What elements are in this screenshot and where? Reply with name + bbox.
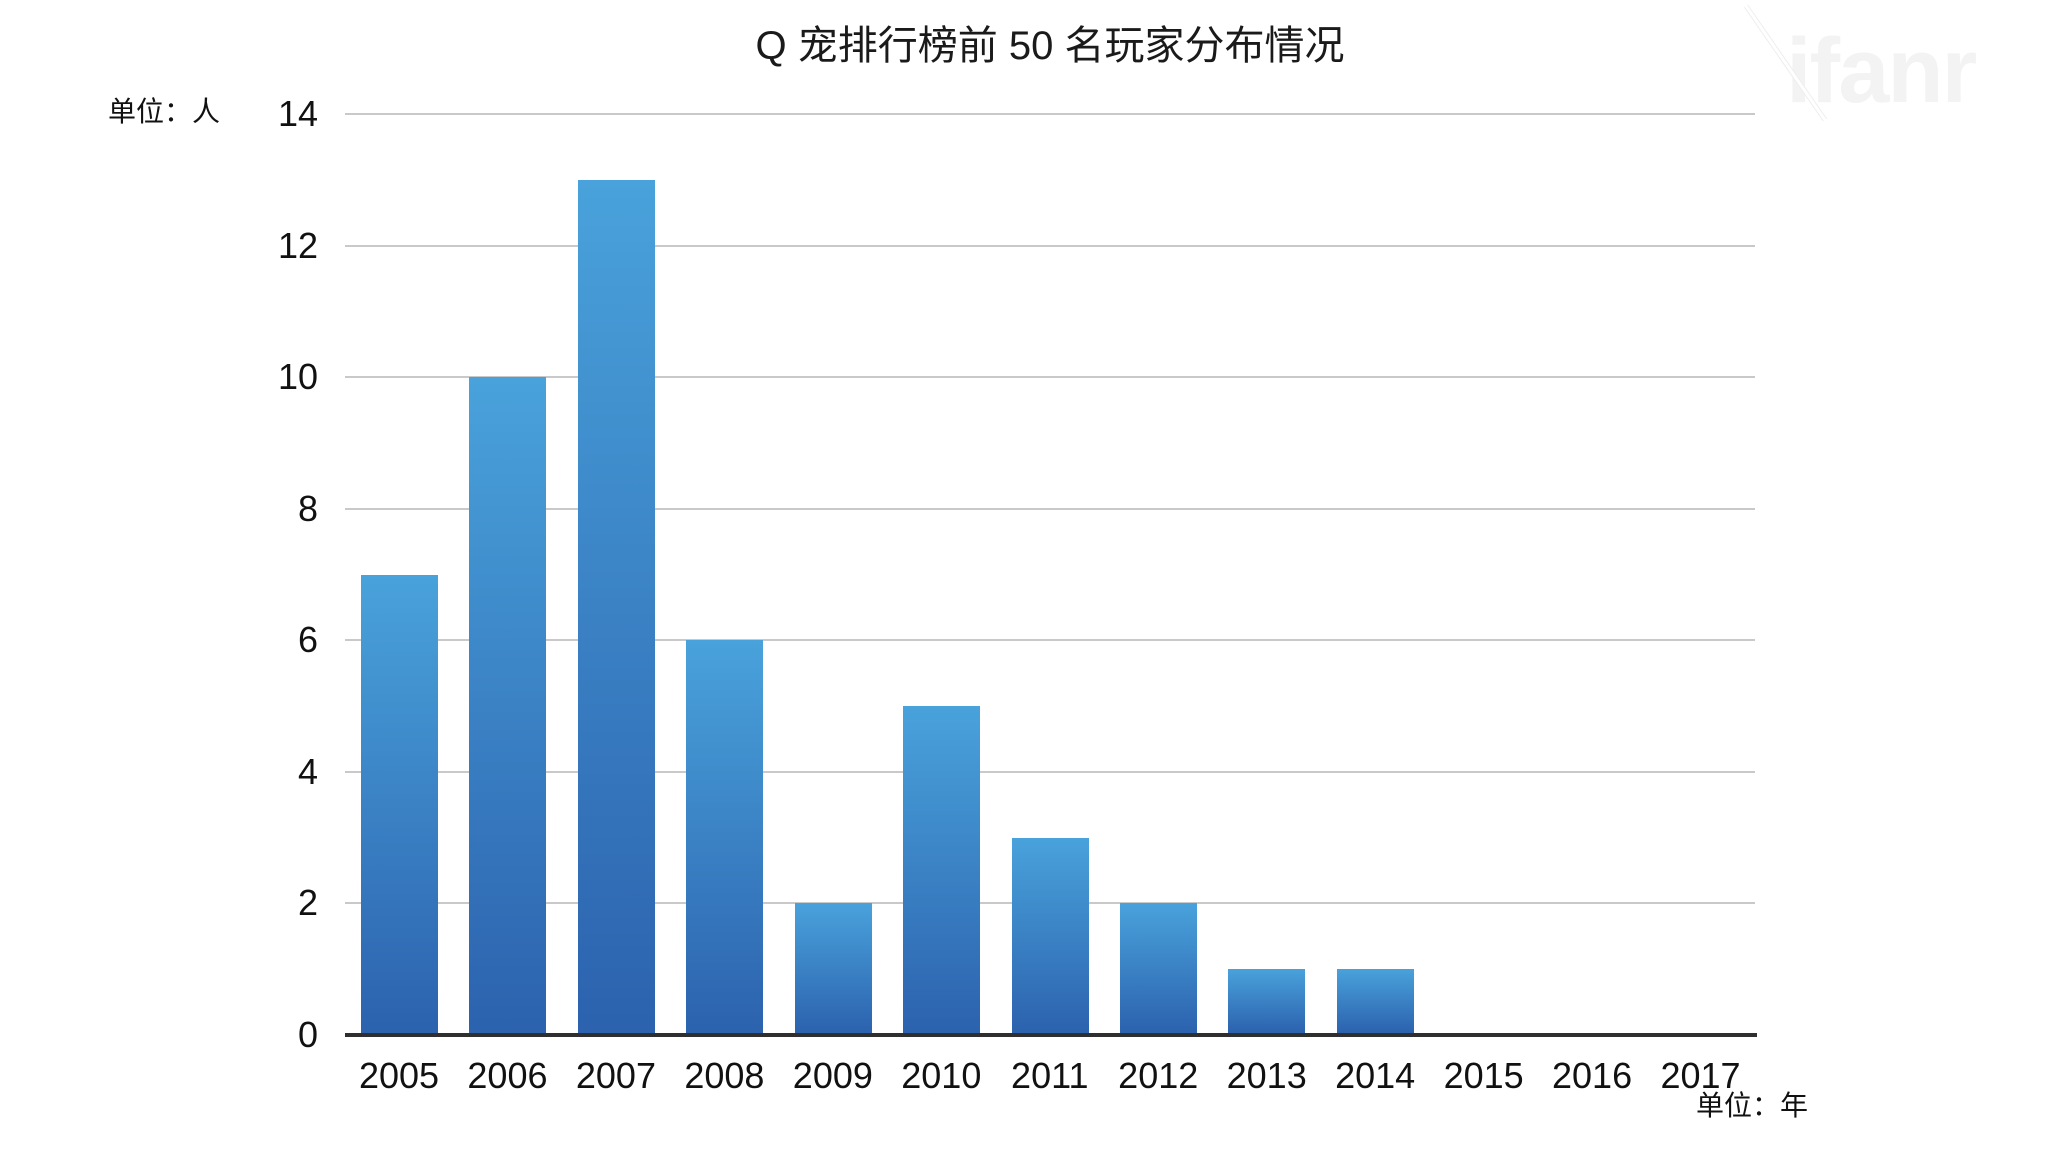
y-tick-label-6: 6 — [297, 619, 318, 661]
gridline-14 — [345, 113, 1755, 115]
x-tick-label-2014: 2014 — [1335, 1055, 1416, 1096]
gridline-4 — [345, 770, 1755, 773]
x-tick-label-2009: 2009 — [792, 1055, 873, 1096]
x-tick-label-2010: 2010 — [901, 1055, 982, 1096]
watermark-text: ifanr — [1786, 20, 1977, 122]
bar-2006 — [469, 377, 547, 1033]
x-tick-label-2012: 2012 — [1118, 1055, 1199, 1096]
gridline-8 — [345, 507, 1755, 510]
y-tick-label-2: 2 — [297, 882, 318, 924]
bar-2007 — [577, 179, 655, 1033]
bar-2010 — [903, 706, 981, 1033]
chart-title: Q 宠排行榜前 50 名玩家分布情况 — [755, 24, 1345, 68]
y-tick-label-0: 0 — [297, 1014, 318, 1055]
bar-2008 — [686, 640, 764, 1033]
y-tick-label-10: 10 — [277, 356, 318, 398]
y-axis-unit-label: 单位：人 — [108, 96, 221, 127]
x-tick-label-2016: 2016 — [1552, 1055, 1633, 1096]
gridline-12 — [345, 244, 1755, 247]
bar-2012 — [1119, 903, 1197, 1033]
bar-2009 — [794, 903, 872, 1033]
bar-2005 — [360, 574, 438, 1033]
x-tick-label-2013: 2013 — [1226, 1055, 1307, 1096]
gridline-10 — [345, 376, 1755, 379]
plot-area: 0 2 4 6 8 10 12 14 2005 2006 2007 2008 2009 2010 2011 2… — [278, 93, 1757, 1096]
x-tick-label-2005: 2005 — [358, 1055, 440, 1096]
x-axis-unit-label: 单位：年 — [1695, 1090, 1808, 1121]
x-tick-label-2017: 2017 — [1660, 1055, 1741, 1096]
bar-2011 — [1011, 837, 1089, 1033]
watermark-slash-line — [1744, 5, 1827, 121]
x-tick-label-2007: 2007 — [575, 1055, 656, 1096]
ifanr-watermark: ifanr — [1743, 4, 1979, 122]
x-tick-label-2011: 2011 — [1011, 1055, 1089, 1096]
x-tick-label-2006: 2006 — [467, 1055, 548, 1096]
x-tick-label-2015: 2015 — [1443, 1055, 1524, 1096]
y-tick-label-4: 4 — [297, 750, 318, 792]
bar-2013 — [1228, 969, 1306, 1033]
gridline-6 — [345, 639, 1755, 642]
y-tick-label-8: 8 — [297, 487, 318, 529]
x-axis-line — [345, 1033, 1757, 1037]
bar-2014 — [1336, 969, 1414, 1033]
y-tick-label-14: 14 — [277, 93, 318, 134]
y-tick-label-12: 12 — [277, 224, 318, 266]
x-tick-label-2008: 2008 — [684, 1055, 765, 1096]
